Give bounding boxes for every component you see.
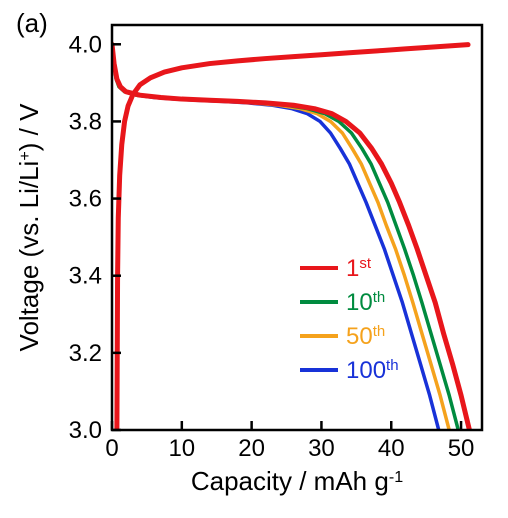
y-axis-label: Voltage (vs. Li/Li+) / V [14, 103, 44, 352]
x-tick-label: 20 [238, 435, 265, 462]
x-tick-label: 40 [378, 435, 405, 462]
x-tick-label: 30 [308, 435, 335, 462]
x-tick-label: 0 [105, 435, 118, 462]
y-tick-label: 3.4 [69, 263, 102, 290]
panel-label: (a) [16, 8, 48, 38]
y-tick-label: 3.6 [69, 186, 102, 213]
y-tick-label: 3.0 [69, 417, 102, 444]
voltage-capacity-chart: 0 10 20 30 40 50 3.0 3.2 3.4 3.6 3.8 4.0 Capacity / … [0, 0, 508, 518]
y-tick-label: 4.0 [69, 31, 102, 58]
y-tick-label: 3.8 [69, 108, 102, 135]
y-tick-label: 3.2 [69, 340, 102, 367]
x-tick-label: 50 [448, 435, 475, 462]
x-tick-label: 10 [168, 435, 195, 462]
x-axis-label: Capacity / mAh g-1 [191, 466, 403, 496]
